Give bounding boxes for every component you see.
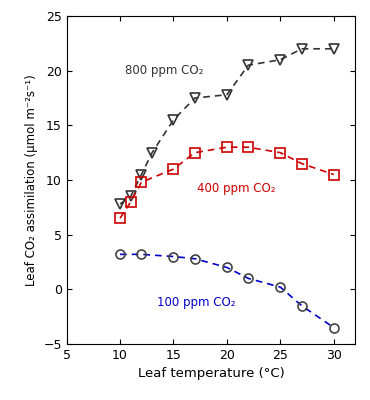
- Y-axis label: Leaf CO₂ assimilation (μmol m⁻²s⁻¹): Leaf CO₂ assimilation (μmol m⁻²s⁻¹): [25, 74, 38, 286]
- X-axis label: Leaf temperature (°C): Leaf temperature (°C): [138, 368, 284, 380]
- Text: 100 ppm CO₂: 100 ppm CO₂: [158, 296, 236, 309]
- Text: 800 ppm CO₂: 800 ppm CO₂: [125, 64, 204, 77]
- Text: 400 ppm CO₂: 400 ppm CO₂: [197, 182, 276, 195]
